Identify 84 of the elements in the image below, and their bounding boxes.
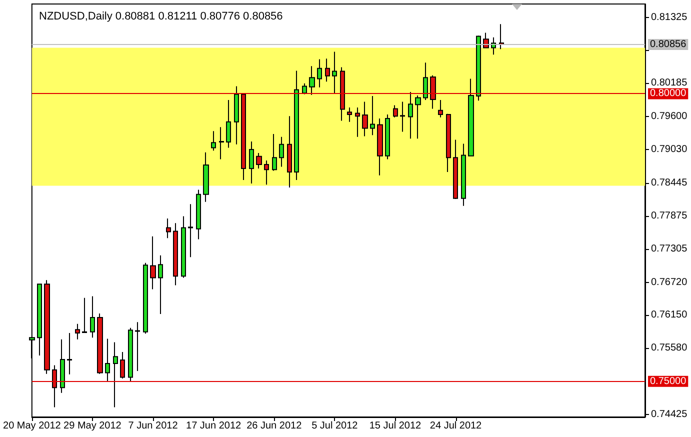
y-tick-label: 0.76720 (651, 276, 688, 288)
text: NZDUSD,Daily 0.80881 0.81211 0.80776 0.80856 (39, 10, 283, 22)
candlestick (90, 296, 95, 338)
candlestick (37, 284, 42, 356)
candlestick (499, 24, 504, 50)
candlestick (143, 262, 148, 334)
x-tick-label: 20 May 2012 (2, 420, 62, 432)
x-tick-label: 24 Jul 2012 (430, 420, 482, 432)
candlestick (370, 96, 375, 136)
candlestick (377, 118, 383, 176)
x-tick-label: 29 May 2012 (64, 420, 122, 432)
candlestick (453, 139, 458, 200)
candlestick (75, 323, 80, 340)
candlestick (408, 92, 413, 140)
candlestick (362, 101, 368, 137)
candlestick (150, 236, 156, 290)
candlestick (347, 107, 352, 122)
candlestick (158, 254, 163, 315)
x-tick-label: 17 Jun 2012 (186, 420, 242, 432)
y-tick-label: 0.80185 (651, 78, 688, 89)
x-tick-label: 5 Jul 2012 (312, 420, 358, 432)
candlestick (234, 86, 239, 145)
candlestick (44, 280, 50, 374)
candlestick (166, 218, 171, 239)
candlestick (264, 160, 269, 186)
candlestick (173, 222, 178, 286)
y-tick-label: 0.76150 (651, 310, 688, 321)
candlestick (211, 130, 216, 152)
candlestick (438, 100, 443, 118)
candlestick (203, 152, 209, 202)
candlestick (461, 143, 466, 206)
candlestick (120, 352, 125, 379)
y-tick-label: 0.78445 (651, 178, 688, 189)
candlestick (340, 66, 345, 122)
y-tick-label: 0.79030 (651, 144, 688, 156)
candlestick (483, 32, 489, 48)
y-tick-label: 0.75580 (651, 342, 688, 354)
y-tick-label: 0.77875 (651, 210, 688, 222)
y-tick-label: 0.74425 (651, 408, 688, 420)
ref-line-label: 0.80856 (650, 38, 687, 50)
y-tick-label: 0.81325 (651, 12, 688, 24)
candlestick (135, 322, 140, 372)
candlestick (476, 35, 481, 102)
candlestick (423, 62, 428, 101)
candlestick (256, 152, 262, 170)
candlestick (128, 327, 133, 382)
candlestick (97, 312, 103, 374)
candlestick (181, 216, 186, 278)
candlestick (287, 116, 292, 188)
candlestick (105, 338, 110, 382)
candlestick (196, 189, 201, 240)
candlestick (279, 136, 284, 168)
candlestick (355, 107, 360, 138)
candlestick (188, 204, 193, 258)
y-tick-label: 0.77305 (651, 243, 688, 254)
candlestick (226, 100, 231, 148)
x-tick-label: 26 Jun 2012 (246, 420, 302, 432)
candlestick (241, 92, 246, 181)
candlestick (317, 58, 322, 88)
candlestick (294, 70, 299, 181)
candlestick (393, 104, 398, 118)
candlestick (272, 133, 277, 172)
candlestick (52, 364, 57, 408)
candlestick (430, 74, 436, 110)
candlestick (219, 126, 224, 160)
candlestick (332, 51, 337, 94)
candlestick (249, 140, 254, 184)
ref-line-label: 0.80000 (650, 88, 687, 100)
candlestick (67, 332, 72, 375)
candlestick (302, 82, 307, 94)
candlestick (385, 114, 390, 160)
y-tick-label: 0.79600 (651, 111, 688, 122)
candlestick (400, 101, 405, 132)
candlestick (82, 297, 87, 334)
candlestick (468, 78, 474, 157)
candlestick (309, 66, 315, 96)
candlestick (446, 113, 451, 172)
x-tick-label: 15 Jul 2012 (369, 420, 422, 432)
candlestick (325, 58, 330, 82)
ref-line-label: 0.75000 (650, 376, 687, 387)
candlestick (415, 94, 421, 140)
candlestick (113, 342, 118, 408)
candlestick (60, 338, 65, 394)
x-tick-label: 7 Jun 2012 (128, 420, 178, 432)
